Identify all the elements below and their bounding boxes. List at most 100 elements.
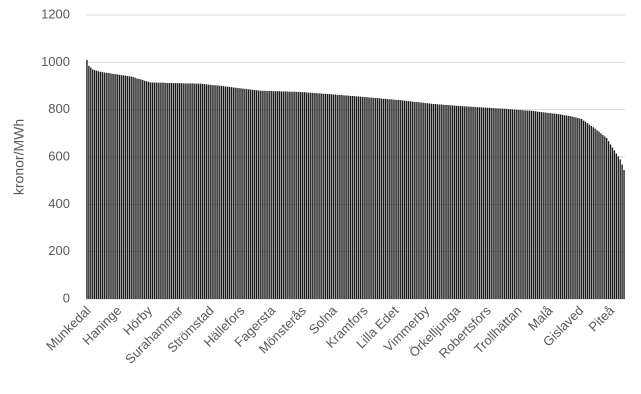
bar — [184, 83, 186, 299]
bar — [577, 117, 579, 299]
bar — [396, 99, 398, 299]
bar — [153, 82, 156, 299]
bar — [615, 153, 618, 299]
bar — [452, 105, 454, 299]
bar — [338, 94, 340, 299]
bar — [594, 128, 596, 299]
bar — [155, 82, 157, 299]
bar — [290, 91, 292, 300]
bar — [244, 88, 246, 299]
bar — [413, 101, 415, 300]
bar — [144, 80, 146, 299]
bar — [542, 112, 544, 300]
bar — [550, 113, 552, 299]
bar — [538, 111, 541, 300]
bar — [111, 73, 113, 300]
bar — [400, 100, 402, 299]
bar — [101, 72, 104, 299]
bar — [482, 107, 485, 299]
bar — [215, 85, 217, 299]
bar — [174, 83, 177, 299]
bar — [332, 94, 335, 300]
bar — [315, 93, 317, 299]
bar — [286, 91, 288, 300]
bar — [529, 110, 531, 299]
bar — [546, 112, 548, 299]
bar — [376, 98, 379, 299]
bar — [124, 75, 127, 299]
bar — [280, 91, 283, 300]
bar — [303, 92, 306, 299]
bar — [392, 99, 394, 300]
bar — [130, 76, 132, 300]
bar — [348, 95, 350, 299]
bar — [199, 83, 202, 299]
bar — [480, 107, 483, 299]
bar — [301, 92, 304, 299]
bar — [552, 113, 554, 299]
bar — [224, 86, 227, 300]
bar — [378, 98, 381, 299]
bar — [90, 67, 92, 299]
bar — [282, 91, 284, 300]
bar — [151, 82, 154, 299]
bar — [579, 118, 581, 299]
bar — [342, 95, 344, 299]
bar — [267, 90, 269, 299]
bar — [617, 156, 619, 299]
bar — [140, 79, 142, 299]
bar — [355, 96, 358, 299]
y-tick-label: 400 — [48, 196, 70, 211]
bar — [623, 170, 625, 299]
bar — [465, 106, 467, 299]
bar — [261, 90, 263, 299]
bar — [350, 95, 352, 299]
bar — [323, 93, 325, 299]
x-tick-label: Piteå — [586, 302, 618, 334]
bar — [509, 109, 512, 300]
bar — [467, 106, 469, 299]
bar — [246, 89, 248, 300]
bar — [606, 138, 608, 299]
bar — [571, 116, 573, 299]
bar — [236, 87, 238, 299]
bar — [567, 115, 569, 299]
bar — [559, 114, 562, 300]
bar — [167, 82, 169, 299]
bar — [138, 78, 140, 300]
bar — [619, 159, 621, 299]
bar — [132, 77, 134, 299]
bar — [363, 96, 365, 300]
bar — [611, 147, 614, 299]
bar — [288, 91, 290, 300]
bar — [544, 112, 546, 299]
y-tick-label: 200 — [48, 243, 70, 258]
bar — [240, 88, 242, 299]
bar — [453, 105, 456, 299]
bar — [221, 86, 223, 299]
bar — [292, 91, 294, 300]
bar — [425, 103, 427, 299]
bar — [197, 83, 200, 299]
bar — [590, 125, 592, 299]
bar — [113, 73, 115, 300]
bar — [607, 141, 610, 299]
bar — [242, 88, 244, 299]
bar — [492, 108, 494, 299]
bar — [269, 90, 271, 299]
bar — [373, 97, 375, 299]
y-axis-label: kronor/MWh — [11, 119, 27, 195]
bar — [196, 83, 198, 299]
bar — [421, 102, 423, 299]
bar — [581, 119, 583, 299]
bar — [299, 91, 302, 300]
bar — [434, 103, 437, 299]
bar — [488, 107, 490, 299]
bar — [172, 83, 175, 299]
bar — [278, 91, 281, 299]
bar — [271, 90, 273, 299]
bar — [149, 82, 152, 299]
bar — [109, 73, 111, 299]
bar — [319, 93, 321, 299]
